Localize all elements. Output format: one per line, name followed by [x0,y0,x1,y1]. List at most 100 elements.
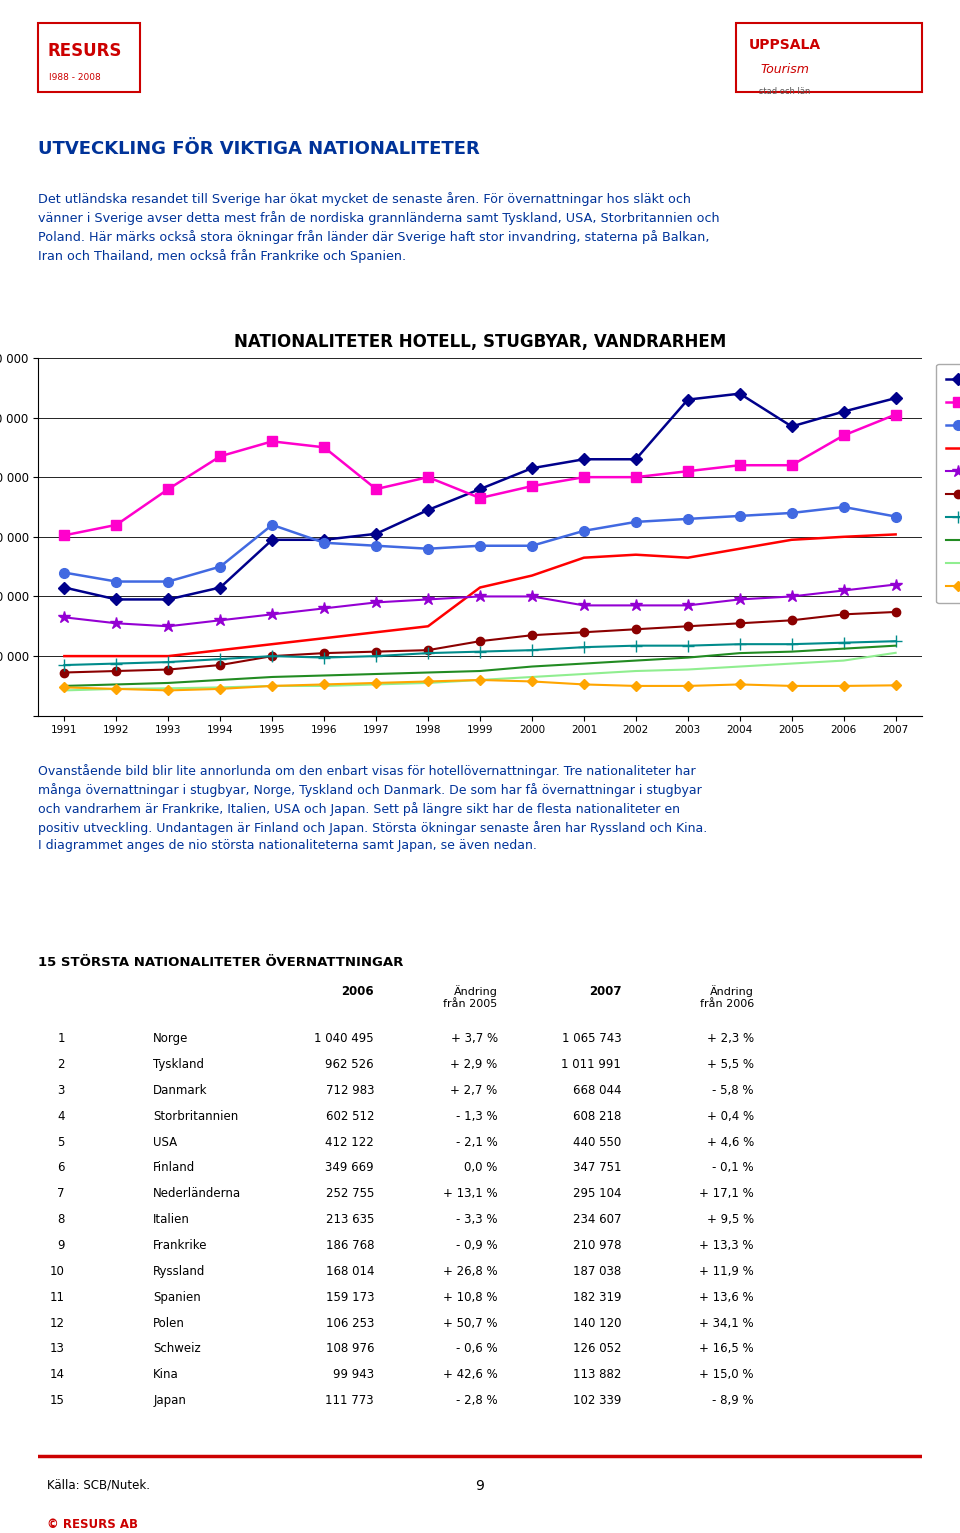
Finland [319,644,330,662]
Storbrit [267,635,278,653]
Text: + 0,4 %: + 0,4 % [707,1110,754,1122]
Line: Japan: Japan [60,676,900,694]
Text: 2: 2 [58,1058,65,1072]
Text: © RESURS AB: © RESURS AB [47,1519,138,1531]
Italien [474,662,486,681]
Italien [734,644,746,662]
Text: 102 339: 102 339 [573,1393,621,1407]
Frankrike [371,675,382,693]
Text: + 5,5 %: + 5,5 % [707,1058,754,1072]
Text: 3: 3 [58,1084,65,1098]
Danmark [422,540,434,558]
Storbrit [734,540,746,558]
Danmark [682,509,693,527]
Finland [786,612,798,630]
Frankrike [526,668,538,687]
Text: 12: 12 [50,1317,65,1329]
Text: Ryssland: Ryssland [154,1265,205,1279]
Text: + 2,7 %: + 2,7 % [450,1084,497,1098]
Bar [736,23,922,92]
Text: 15 STÖRSTA NATIONALITETER ÖVERNATTNINGAR: 15 STÖRSTA NATIONALITETER ÖVERNATTNINGAR [38,957,404,969]
Italien [526,658,538,676]
Text: + 13,1 %: + 13,1 % [443,1188,497,1200]
Text: 1 040 495: 1 040 495 [314,1032,374,1046]
Text: 186 768: 186 768 [325,1239,374,1252]
Italien [578,655,589,673]
Italien [422,664,434,682]
Danmark [371,537,382,555]
Text: 712 983: 712 983 [325,1084,374,1098]
Text: Storbritannien: Storbritannien [154,1110,238,1122]
Finland [682,618,693,636]
USA [786,587,798,606]
Text: Källa: SCB/Nutek.: Källa: SCB/Nutek. [47,1479,150,1492]
Text: 14: 14 [50,1369,65,1381]
USA [162,618,174,636]
Finland [526,625,538,644]
Bar [38,23,140,92]
Japan [214,679,226,698]
Italien [371,665,382,684]
Danmark [578,521,589,540]
Text: - 2,8 %: - 2,8 % [456,1393,497,1407]
Text: Italien: Italien [154,1213,190,1226]
Japan [890,676,901,694]
Text: 7: 7 [58,1188,65,1200]
Tyskland [890,405,901,423]
Text: Polen: Polen [154,1317,185,1329]
Japan [578,675,589,693]
Text: 210 978: 210 978 [573,1239,621,1252]
USA [267,606,278,624]
Storbrit [786,530,798,549]
Japan [734,675,746,693]
USA [110,615,122,633]
Italien [890,636,901,655]
Text: Det utländska resandet till Sverige har ökat mycket de senaste åren. För övernat: Det utländska resandet till Sverige har … [38,192,720,264]
Danmark [890,507,901,526]
Holland [682,636,693,655]
Storbrit [319,629,330,647]
Text: 8: 8 [58,1213,65,1226]
Title: NATIONALITETER HOTELL, STUGBYAR, VANDRARHEM: NATIONALITETER HOTELL, STUGBYAR, VANDRAR… [234,333,726,351]
Text: 412 122: 412 122 [325,1136,374,1148]
Text: 2007: 2007 [588,986,621,998]
Text: UTVECKLING FÖR VIKTIGA NATIONALITETER: UTVECKLING FÖR VIKTIGA NATIONALITETER [38,140,480,158]
Danmark [734,507,746,526]
Text: Japan: Japan [154,1393,186,1407]
Tyskland [267,432,278,451]
Finland [578,622,589,641]
Storbrit [110,647,122,665]
Japan [162,681,174,699]
Line: Norge: Norge [60,389,900,604]
Text: Finland: Finland [154,1162,196,1174]
Text: 962 526: 962 526 [325,1058,374,1072]
Text: 295 104: 295 104 [573,1188,621,1200]
Italien [110,675,122,693]
Italien [838,639,850,658]
Text: + 10,8 %: + 10,8 % [444,1291,497,1303]
Norge [474,480,486,498]
Finland [267,647,278,665]
Finland [630,619,641,638]
Tyskland [59,526,70,544]
Holland [162,653,174,671]
Holland [59,656,70,675]
USA [890,575,901,593]
Text: + 34,1 %: + 34,1 % [699,1317,754,1329]
Text: Ovanstående bild blir lite annorlunda om den enbart visas för hotellövernattning: Ovanstående bild blir lite annorlunda om… [38,765,708,852]
Text: 126 052: 126 052 [573,1343,621,1355]
Text: 1: 1 [58,1032,65,1046]
Text: + 11,9 %: + 11,9 % [699,1265,754,1279]
Finland [890,602,901,621]
Text: l988 - 2008: l988 - 2008 [49,72,101,81]
Norge [630,451,641,469]
Text: 99 943: 99 943 [333,1369,374,1381]
Norge [214,578,226,596]
Holland [630,636,641,655]
Italien [630,652,641,670]
Japan [110,679,122,698]
Norge [371,524,382,543]
Storbrit [630,546,641,564]
Italien [59,676,70,694]
Norge [110,590,122,609]
